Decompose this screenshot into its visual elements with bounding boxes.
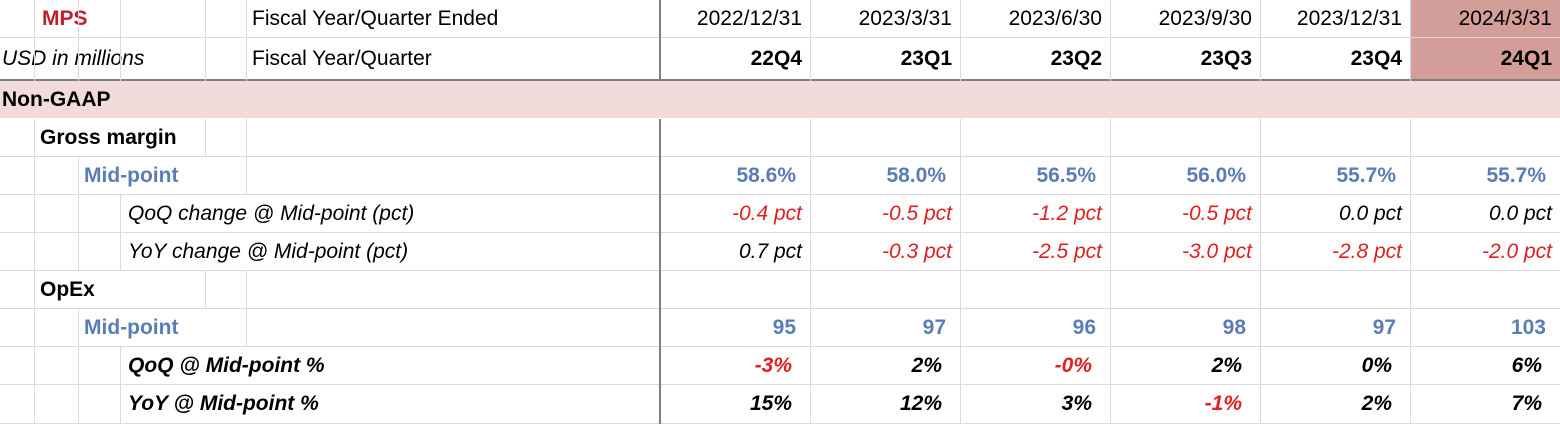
value-cell[interactable]: 0.0 pct: [1338, 202, 1402, 225]
value-cell[interactable]: 55.7%: [1336, 164, 1396, 187]
gridline: [1410, 119, 1411, 424]
gridline: [810, 0, 811, 81]
fiscal-ended-label[interactable]: Fiscal Year/Quarter Ended: [252, 7, 499, 30]
gm-qoq-row: QoQ change @ Mid-point (pct) -0.4 pct -0…: [0, 195, 1560, 233]
section-title-opex[interactable]: OpEx: [40, 278, 95, 301]
gridline: [659, 0, 661, 81]
value-cell[interactable]: -2.5 pct: [1031, 240, 1102, 263]
gridline: [1260, 0, 1261, 81]
gridline: [78, 0, 79, 81]
fiscal-label[interactable]: Fiscal Year/Quarter: [252, 47, 432, 70]
gridline: [246, 271, 247, 347]
value-cell[interactable]: 0%: [1361, 354, 1392, 377]
value-cell[interactable]: -0.5 pct: [881, 202, 952, 225]
row-label[interactable]: YoY @ Mid-point %: [128, 392, 319, 415]
value-cell[interactable]: 3%: [1061, 392, 1092, 415]
value-cell[interactable]: 7%: [1511, 392, 1542, 415]
date-cell-highlighted[interactable]: 2024/3/31: [1410, 0, 1560, 37]
value-cell[interactable]: 98: [1222, 316, 1246, 339]
value-cell[interactable]: -3.0 pct: [1181, 240, 1252, 263]
value-cell[interactable]: 2%: [1361, 392, 1392, 415]
quarter-cell[interactable]: 23Q2: [1050, 47, 1102, 70]
gridline: [78, 309, 79, 424]
gridline: [960, 0, 961, 81]
section-gross-margin: Gross margin: [0, 119, 1560, 157]
gridline: [1110, 119, 1111, 424]
quarter-cell[interactable]: 22Q4: [750, 47, 802, 70]
gridline: [78, 157, 79, 271]
value-cell[interactable]: 6%: [1511, 354, 1542, 377]
value-cell[interactable]: 55.7%: [1486, 164, 1546, 187]
gridline: [34, 0, 35, 81]
value-cell[interactable]: -2.0 pct: [1481, 240, 1552, 263]
row-label[interactable]: QoQ @ Mid-point %: [128, 354, 325, 377]
row-label[interactable]: Mid-point: [84, 316, 179, 339]
units-label[interactable]: USD in millions: [2, 47, 145, 70]
gridline: [1110, 0, 1111, 81]
value-cell[interactable]: -2.8 pct: [1331, 240, 1402, 263]
value-cell[interactable]: 58.0%: [886, 164, 946, 187]
value-cell[interactable]: 96: [1072, 316, 1096, 339]
header-row-quarters: USD in millions Fiscal Year/Quarter 22Q4…: [0, 38, 1560, 81]
value-cell[interactable]: -0%: [1054, 354, 1092, 377]
row-label[interactable]: QoQ change @ Mid-point (pct): [128, 202, 415, 225]
gridline: [246, 119, 247, 195]
date-cell[interactable]: 2023/6/30: [1008, 7, 1102, 30]
section-title-non-gaap[interactable]: Non-GAAP: [2, 88, 111, 111]
gridline: [960, 119, 961, 424]
value-cell[interactable]: 97: [1372, 316, 1396, 339]
opex-yoy-row: YoY @ Mid-point % 15% 12% 3% -1% 2% 7%: [0, 385, 1560, 424]
value-cell[interactable]: 56.0%: [1186, 164, 1246, 187]
gridline: [810, 119, 811, 424]
date-cell[interactable]: 2023/3/31: [858, 7, 952, 30]
row-label[interactable]: Mid-point: [84, 164, 179, 187]
value-cell[interactable]: -1%: [1204, 392, 1242, 415]
opex-qoq-row: QoQ @ Mid-point % -3% 2% -0% 2% 0% 6%: [0, 347, 1560, 385]
quarter-cell[interactable]: 23Q4: [1350, 47, 1402, 70]
gm-midpoint-row: Mid-point 58.6% 58.0% 56.5% 56.0% 55.7% …: [0, 157, 1560, 195]
quarter-cell[interactable]: 23Q1: [900, 47, 952, 70]
gridline: [205, 271, 206, 309]
opex-midpoint-row: Mid-point 95 97 96 98 97 103: [0, 309, 1560, 347]
gridline: [1410, 0, 1411, 81]
section-title-gross-margin[interactable]: Gross margin: [40, 126, 177, 149]
value-cell[interactable]: 0.0 pct: [1488, 202, 1552, 225]
gridline: [659, 119, 661, 424]
value-cell[interactable]: 2%: [911, 354, 942, 377]
value-cell[interactable]: 95: [772, 316, 796, 339]
value-cell[interactable]: -0.4 pct: [731, 202, 802, 225]
value-cell[interactable]: 0.7 pct: [738, 240, 802, 263]
value-cell[interactable]: 15%: [749, 392, 792, 415]
company-name[interactable]: MPS: [42, 7, 88, 30]
gridline: [205, 0, 206, 81]
quarter-cell[interactable]: 23Q3: [1200, 47, 1252, 70]
gm-yoy-row: YoY change @ Mid-point (pct) 0.7 pct -0.…: [0, 233, 1560, 271]
value-cell[interactable]: -0.5 pct: [1181, 202, 1252, 225]
value-cell[interactable]: 103: [1510, 316, 1546, 339]
value-cell[interactable]: 56.5%: [1036, 164, 1096, 187]
value-cell[interactable]: -3%: [754, 354, 792, 377]
value-cell[interactable]: 58.6%: [736, 164, 796, 187]
gridline: [34, 119, 35, 424]
date-cell[interactable]: 2023/9/30: [1158, 7, 1252, 30]
gridline: [246, 0, 247, 81]
section-opex: OpEx: [0, 271, 1560, 309]
value-cell[interactable]: 2%: [1211, 354, 1242, 377]
value-cell[interactable]: 97: [922, 316, 946, 339]
row-label[interactable]: YoY change @ Mid-point (pct): [128, 240, 409, 263]
header-row-dates: MPS Fiscal Year/Quarter Ended 2022/12/31…: [0, 0, 1560, 38]
gridline: [120, 195, 121, 271]
section-non-gaap: Non-GAAP: [0, 81, 1560, 119]
value-cell[interactable]: -0.3 pct: [881, 240, 952, 263]
date-cell[interactable]: 2022/12/31: [696, 7, 802, 30]
value-cell[interactable]: 12%: [899, 392, 942, 415]
gridline: [205, 119, 206, 157]
value-cell[interactable]: -1.2 pct: [1031, 202, 1102, 225]
quarter-cell-highlighted[interactable]: 24Q1: [1410, 38, 1560, 79]
gridline: [120, 347, 121, 424]
date-cell[interactable]: 2023/12/31: [1296, 7, 1402, 30]
gridline: [120, 0, 121, 81]
gridline: [1260, 119, 1261, 424]
